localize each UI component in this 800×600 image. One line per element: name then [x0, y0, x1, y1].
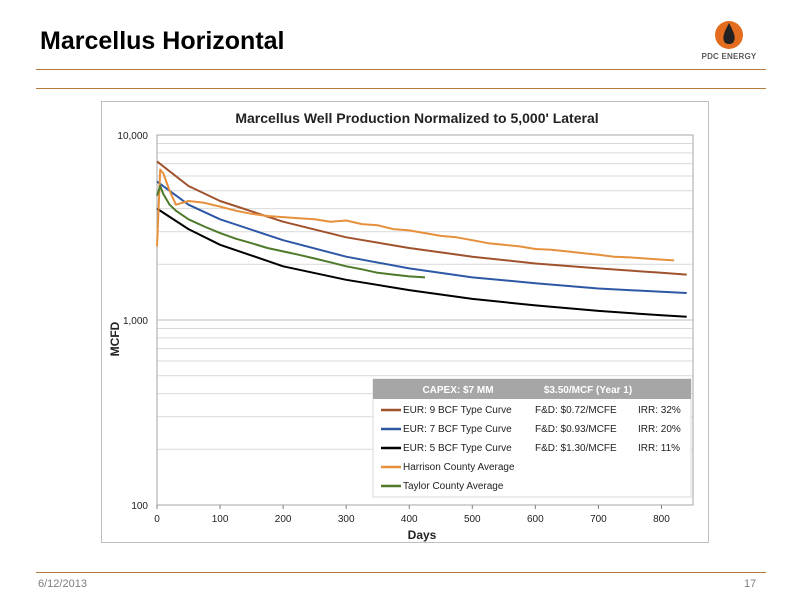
legend-header-capex: CAPEX: $7 MM	[422, 385, 493, 396]
x-tick-label: 0	[154, 514, 160, 525]
x-tick-label: 300	[338, 514, 355, 525]
chart-svg: Marcellus Well Production Normalized to …	[108, 110, 694, 542]
x-tick-label: 700	[590, 514, 607, 525]
footer-rule	[36, 572, 766, 573]
series-eur-9-bcf	[156, 160, 687, 276]
chart-title: Marcellus Well Production Normalized to …	[235, 110, 598, 126]
title-rule-secondary	[36, 88, 766, 89]
logo-text: PDC ENERGY	[701, 52, 757, 61]
page-number: 17	[744, 578, 757, 590]
series-eur-7-bcf	[156, 180, 687, 294]
series-harrison-county	[156, 168, 675, 262]
legend-entry-name: EUR: 9 BCF Type Curve	[403, 405, 512, 416]
chart-container: Marcellus Well Production Normalized to …	[101, 101, 709, 543]
y-axis-label: MCFD	[108, 321, 122, 356]
legend-entry-irr: IRR: 20%	[638, 424, 681, 435]
y-tick-label: 1,000	[123, 316, 148, 327]
series-taylor-county	[156, 185, 426, 279]
title-rule	[36, 69, 766, 70]
x-tick-label: 400	[401, 514, 418, 525]
company-logo: PDC ENERGY	[694, 18, 764, 64]
legend-entry-fd: F&D: $0.93/MCFE	[535, 424, 617, 435]
legend-entry-name: EUR: 7 BCF Type Curve	[403, 424, 512, 435]
y-tick-label: 10,000	[117, 131, 148, 142]
x-tick-label: 800	[653, 514, 670, 525]
slide-title: Marcellus Horizontal	[40, 27, 285, 55]
x-axis-label: Days	[408, 528, 437, 542]
y-tick-label: 100	[131, 501, 148, 512]
plot-area	[156, 134, 694, 506]
legend-entry-name: Taylor County Average	[403, 481, 504, 492]
legend-entry-fd: F&D: $0.72/MCFE	[535, 405, 617, 416]
legend-entry-name: EUR: 5 BCF Type Curve	[403, 443, 512, 454]
x-tick-label: 100	[212, 514, 229, 525]
x-tick-label: 600	[527, 514, 544, 525]
flame-icon	[715, 21, 743, 49]
x-tick-label: 500	[464, 514, 481, 525]
x-tick-label: 200	[275, 514, 292, 525]
legend-header-bg	[373, 379, 691, 399]
legend-header-price: $3.50/MCF (Year 1)	[544, 385, 632, 396]
legend-entry-name: Harrison County Average	[403, 462, 515, 473]
legend-entry-fd: F&D: $1.30/MCFE	[535, 443, 617, 454]
series-eur-5-bcf	[156, 207, 687, 318]
legend-entry-irr: IRR: 32%	[638, 405, 681, 416]
legend-entry-irr: IRR: 11%	[638, 443, 680, 454]
footer-date: 6/12/2013	[38, 578, 87, 590]
